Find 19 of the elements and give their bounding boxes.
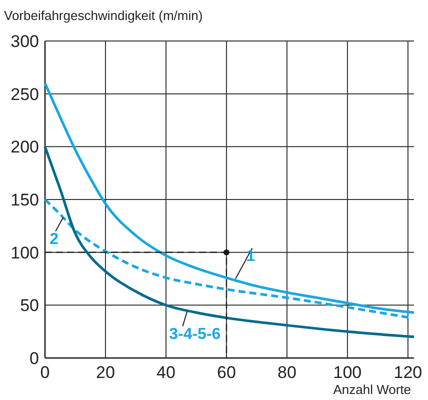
line-series: [44, 145, 416, 338]
x-tick-label: 80: [278, 363, 296, 382]
y-tick-label: 200: [10, 138, 39, 157]
x-tick-label: 100: [333, 363, 362, 382]
y-tick-label: 50: [20, 296, 39, 316]
y-tick-label: 250: [10, 84, 39, 104]
x-tick-label: 120: [394, 363, 422, 382]
x-tick-label: 20: [96, 363, 115, 382]
x-tick-label: 40: [156, 363, 176, 382]
x-axis-title: Anzahl Worte: [333, 382, 411, 397]
x-tick-label: 60: [217, 363, 236, 382]
y-tick-label: 150: [10, 190, 39, 210]
y-axis-title: Vorbeifahrgeschwindigkeit (m/min): [4, 8, 203, 23]
series-label: 2: [50, 230, 59, 248]
y-tick-label: 300: [10, 32, 39, 51]
series-label: 1: [246, 248, 256, 265]
y-tick-label: 0: [30, 349, 39, 368]
series-label: 3-4-5-6: [169, 326, 221, 343]
y-tick-label: 100: [10, 243, 39, 262]
